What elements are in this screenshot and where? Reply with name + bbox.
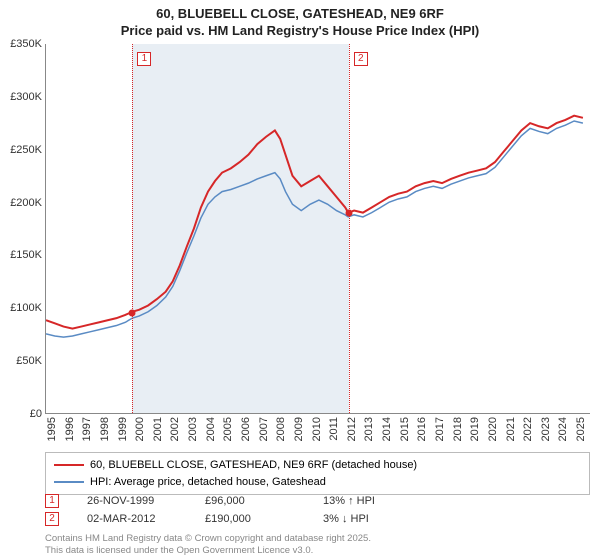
x-tick-label: 2001 <box>152 417 164 441</box>
y-tick-label: £300K <box>10 91 46 103</box>
x-tick-label: 2014 <box>381 417 393 441</box>
x-tick-label: 1999 <box>117 417 129 441</box>
x-tick-label: 2019 <box>469 417 481 441</box>
x-tick-label: 2022 <box>522 417 534 441</box>
x-tick-label: 2012 <box>346 417 358 441</box>
x-tick-label: 2000 <box>134 417 146 441</box>
x-tick-label: 1998 <box>99 417 111 441</box>
sale-row: 1 26-NOV-1999 £96,000 13% ↑ HPI <box>45 494 413 508</box>
sale-price: £190,000 <box>205 513 295 525</box>
x-tick-label: 2008 <box>275 417 287 441</box>
x-tick-label: 2016 <box>416 417 428 441</box>
sale-records: 1 26-NOV-1999 £96,000 13% ↑ HPI 2 02-MAR… <box>45 494 413 530</box>
x-tick-label: 2004 <box>205 417 217 441</box>
marker-line <box>132 44 133 413</box>
x-tick-label: 1996 <box>64 417 76 441</box>
chart-footnote: Contains HM Land Registry data © Crown c… <box>45 533 371 556</box>
y-tick-label: £50K <box>16 355 46 367</box>
sale-date: 26-NOV-1999 <box>87 495 177 507</box>
marker-label: 1 <box>137 52 151 66</box>
sale-price: £96,000 <box>205 495 295 507</box>
x-tick-label: 2017 <box>434 417 446 441</box>
y-tick-label: £200K <box>10 197 46 209</box>
sale-marker: 2 <box>45 512 59 526</box>
x-tick-label: 2007 <box>258 417 270 441</box>
x-tick-label: 2003 <box>187 417 199 441</box>
x-tick-label: 2025 <box>575 417 587 441</box>
footnote-line: This data is licensed under the Open Gov… <box>45 545 371 556</box>
x-tick-label: 2005 <box>222 417 234 441</box>
legend-swatch <box>54 481 84 483</box>
legend-row: HPI: Average price, detached house, Gate… <box>54 474 581 491</box>
legend-label: 60, BLUEBELL CLOSE, GATESHEAD, NE9 6RF (… <box>90 457 417 474</box>
marker-line <box>349 44 350 413</box>
sale-row: 2 02-MAR-2012 £190,000 3% ↓ HPI <box>45 512 413 526</box>
y-tick-label: £350K <box>10 38 46 50</box>
legend-row: 60, BLUEBELL CLOSE, GATESHEAD, NE9 6RF (… <box>54 457 581 474</box>
price-chart: £0£50K£100K£150K£200K£250K£300K£350K1995… <box>45 44 590 414</box>
sale-date: 02-MAR-2012 <box>87 513 177 525</box>
sale-dot <box>345 210 352 217</box>
x-tick-label: 2023 <box>540 417 552 441</box>
title-address: 60, BLUEBELL CLOSE, GATESHEAD, NE9 6RF <box>0 6 600 23</box>
legend-swatch <box>54 464 84 466</box>
x-tick-label: 2015 <box>399 417 411 441</box>
sale-delta: 3% ↓ HPI <box>323 513 413 525</box>
sale-marker: 1 <box>45 494 59 508</box>
x-tick-label: 2010 <box>311 417 323 441</box>
title-subtitle: Price paid vs. HM Land Registry's House … <box>0 23 600 40</box>
marker-label: 2 <box>354 52 368 66</box>
y-tick-label: £250K <box>10 144 46 156</box>
chart-title-block: 60, BLUEBELL CLOSE, GATESHEAD, NE9 6RF P… <box>0 0 600 40</box>
x-tick-label: 2009 <box>293 417 305 441</box>
x-tick-label: 1997 <box>81 417 93 441</box>
x-tick-label: 2021 <box>505 417 517 441</box>
y-tick-label: £150K <box>10 249 46 261</box>
chart-lines <box>46 44 590 413</box>
x-tick-label: 2018 <box>452 417 464 441</box>
legend-label: HPI: Average price, detached house, Gate… <box>90 474 326 491</box>
footnote-line: Contains HM Land Registry data © Crown c… <box>45 533 371 544</box>
x-tick-label: 2011 <box>328 417 340 441</box>
y-tick-label: £100K <box>10 302 46 314</box>
x-tick-label: 2020 <box>487 417 499 441</box>
x-tick-label: 2006 <box>240 417 252 441</box>
chart-legend: 60, BLUEBELL CLOSE, GATESHEAD, NE9 6RF (… <box>45 452 590 495</box>
x-tick-label: 2024 <box>557 417 569 441</box>
x-tick-label: 2013 <box>363 417 375 441</box>
sale-dot <box>129 309 136 316</box>
series-price_paid <box>46 116 583 329</box>
x-tick-label: 1995 <box>46 417 58 441</box>
x-tick-label: 2002 <box>169 417 181 441</box>
y-tick-label: £0 <box>30 408 46 420</box>
sale-delta: 13% ↑ HPI <box>323 495 413 507</box>
